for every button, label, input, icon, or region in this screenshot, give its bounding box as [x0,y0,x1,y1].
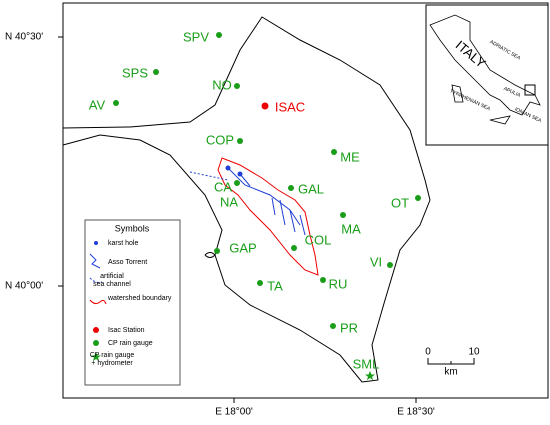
station-label: ISAC [275,99,305,114]
karst-hole [225,165,231,171]
asso-torrent [227,167,306,236]
legend-label: Asso Torrent [108,259,147,266]
station-label: ME [340,149,360,164]
rain-gauge [257,280,263,286]
scale-label: 0 [425,347,431,358]
legend-symbol [89,253,101,269]
station-label: SML [353,356,380,371]
scale-bar: 0 10 km [425,347,480,378]
islet [204,252,216,258]
rain-gauge [320,277,326,283]
legend-title: Symbols [115,223,150,233]
legend-box [84,219,181,386]
lat-label: N 40°00' [5,281,43,292]
coastline [62,16,431,383]
scale-label: 10 [468,347,480,358]
station-label: NO [212,77,232,92]
legend-label: Isac Station [108,327,145,334]
station-label: CA [214,179,232,194]
station-label: COP [206,132,234,147]
station-label: MA [341,221,361,236]
scale-unit: km [444,367,457,378]
scale-line [427,358,475,365]
rain-gauge [113,100,119,106]
rain-gauge [153,69,159,75]
station-label: VI [370,254,382,269]
isac-station [261,102,269,110]
rain-gauge [340,212,346,218]
rain-gauge-hydrometer [365,371,375,381]
station-label: TA [267,278,283,293]
station-label: PR [340,320,358,335]
rain-gauge [234,83,240,89]
legend-label: CP rain gauge [108,340,153,347]
rain-gauge [216,32,222,38]
legend-symbol [89,277,103,283]
station-label: GAL [298,181,324,196]
station-label: NA [220,194,238,209]
lon-label: E 18°00' [215,407,253,418]
legend: Symbols karst hole Asso Torrent artificial… [84,219,181,386]
legend-symbol [93,340,99,346]
rain-gauge [291,245,297,251]
legend-symbol [94,241,98,245]
legend-label: karst hole [108,240,138,247]
legend-label: artificial sea channel [93,273,131,288]
station-label: COL [305,232,332,247]
rain-gauge [415,195,421,201]
watershed-boundary [217,157,319,276]
rain-gauge [387,262,393,268]
station-label: SPV [183,29,209,44]
legend-symbol [93,327,99,333]
lon-label: E 18°30' [397,407,435,418]
karst-hole [237,171,243,177]
sea-channel [189,171,229,181]
legend-symbol [89,299,107,305]
rain-gauge [288,185,294,191]
lat-label: N 40°30' [5,32,43,43]
legend-symbol [91,352,101,362]
legend-label: CP rain gauge + hydrometer [90,352,135,367]
rain-gauge [234,180,240,186]
rain-gauge [330,323,336,329]
inset-coast [429,14,541,125]
station-label: RU [329,276,348,291]
station-label: AV [89,97,106,112]
legend-label: watershed boundary [107,295,172,302]
station-label: OT [391,195,409,210]
station-label: SPS [122,65,148,80]
rain-gauge [331,149,337,155]
rain-gauge [237,138,243,144]
rain-gauge [214,248,220,254]
inset-locator [524,84,536,96]
station-label: GAP [229,240,256,255]
